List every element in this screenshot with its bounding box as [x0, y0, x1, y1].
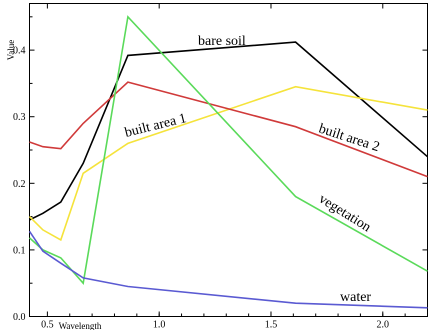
y-tick-label: 0.3 [13, 112, 26, 123]
y-tick-label: 0.2 [13, 179, 26, 190]
y-axis-label: Value [6, 40, 16, 61]
series-label-built-area-2: built area 2 [317, 122, 382, 156]
y-tick-label: 0.4 [13, 46, 26, 57]
y-tick-label: 0.1 [13, 245, 26, 256]
x-tick-label: 0.5 [41, 320, 54, 330]
axis-ticks: 0.0 0.1 0.2 0.3 0.4 0.5 1.0 1.5 2.0 [13, 3, 428, 330]
plot-frame [29, 3, 428, 317]
y-tick-label: 0.0 [13, 312, 26, 323]
series-line-built-area-2 [29, 81, 428, 178]
x-tick-label: 2.0 [377, 320, 390, 330]
x-axis-label: Wavelength [59, 321, 102, 330]
series-label-bare-soil: bare soil [198, 34, 246, 49]
series-label-water: water [340, 290, 371, 305]
x-tick-label: 1.0 [153, 320, 166, 330]
series-line-water [28, 230, 428, 309]
series-lines [28, 15, 428, 309]
series-label-built-area-1: built area 1 [123, 111, 188, 141]
x-tick-label: 1.5 [265, 320, 278, 330]
series-line-built-area-1 [28, 85, 428, 242]
series-line-bare-soil [29, 41, 428, 221]
